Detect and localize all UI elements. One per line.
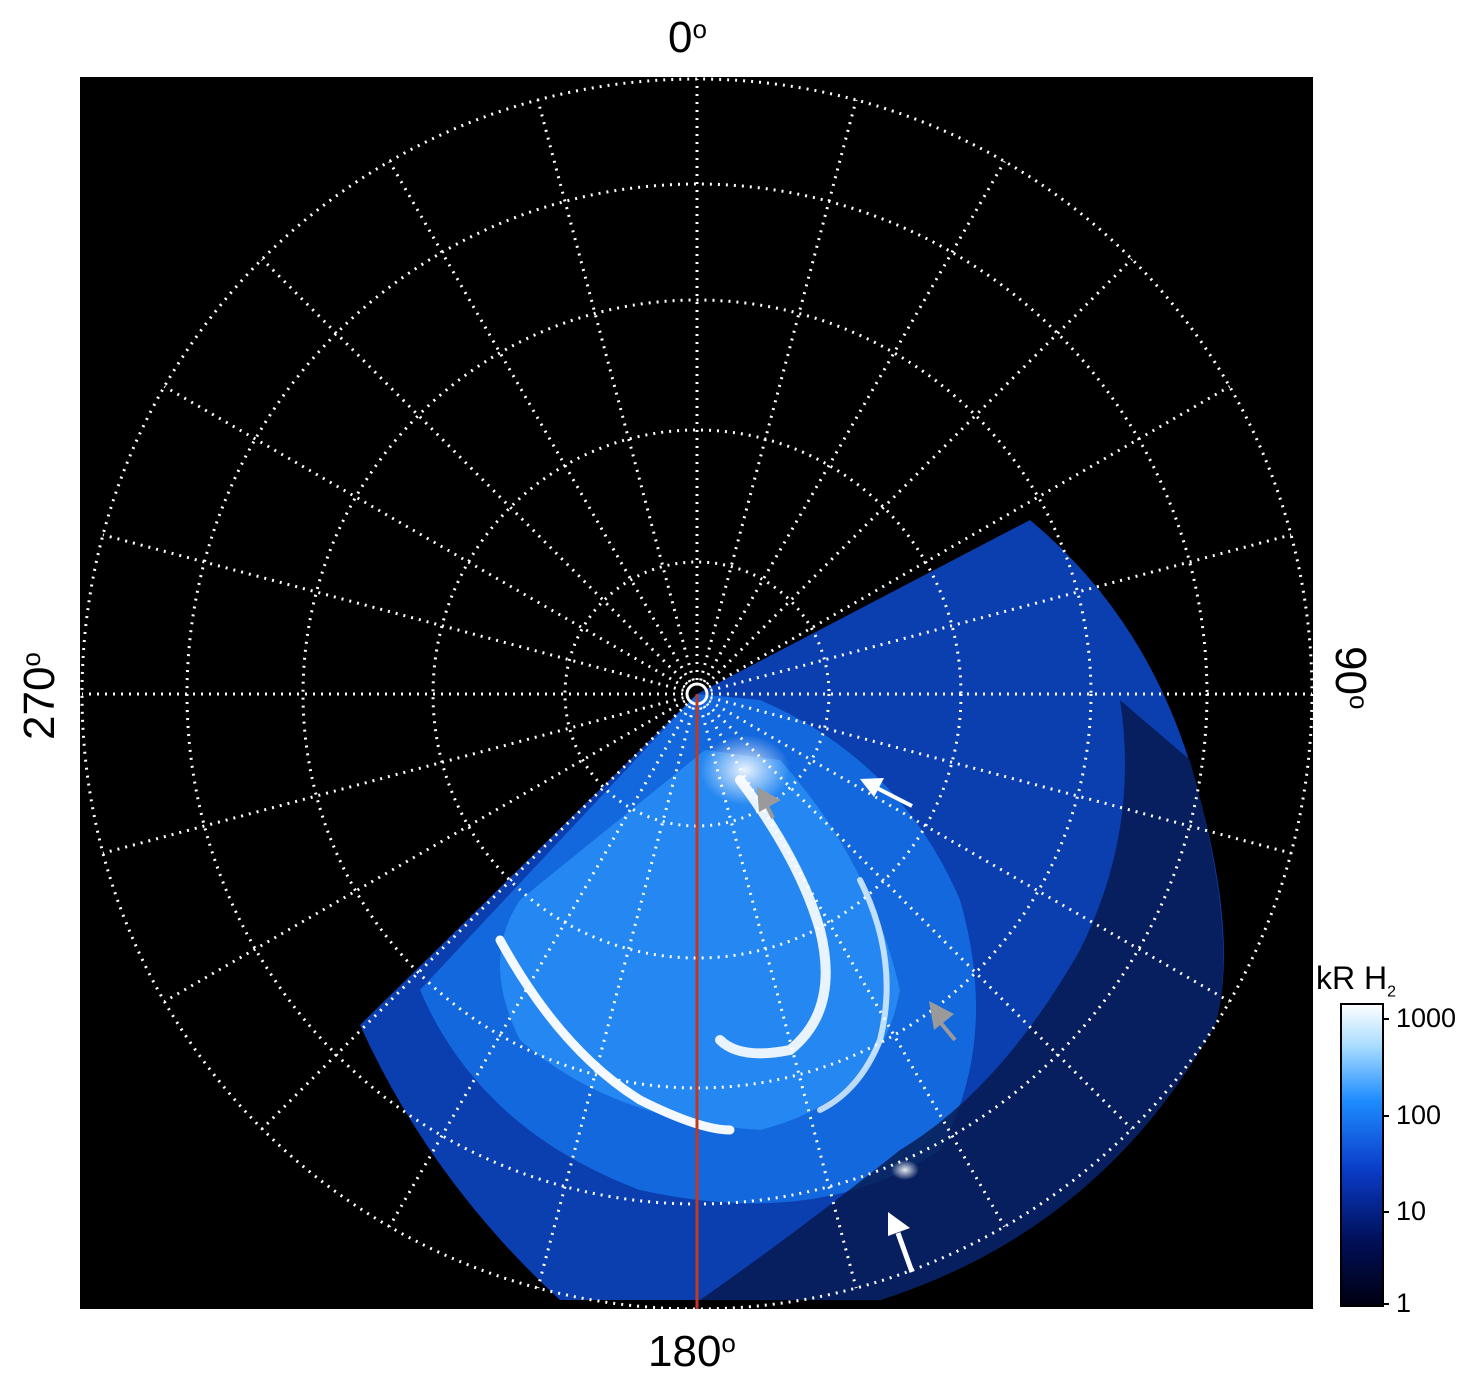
arrow-white-upper bbox=[860, 778, 913, 808]
longitude-label-270: 270o bbox=[15, 652, 64, 740]
colorbar-tick-label: 1 bbox=[1396, 1288, 1412, 1318]
colorbar-title: kR H2 bbox=[1316, 960, 1397, 1001]
longitude-label-180: 180o bbox=[648, 1327, 736, 1376]
arrow-gray-lower bbox=[929, 1001, 957, 1042]
arrow-gray-upper bbox=[757, 787, 781, 819]
main-auroral-oval bbox=[495, 935, 735, 1135]
auroral-arc-outer bbox=[817, 877, 890, 1113]
dayside-bright-patch bbox=[700, 735, 790, 805]
colorbar-tick-label: 10 bbox=[1396, 1196, 1427, 1226]
longitude-label-0: 0o bbox=[668, 13, 707, 62]
colorbar-ticks bbox=[1383, 1018, 1389, 1305]
arrow-white-lower bbox=[888, 1212, 915, 1273]
colorbar bbox=[1340, 1003, 1384, 1307]
footprint-spot bbox=[891, 1160, 919, 1180]
longitude-label-90: 90o bbox=[1326, 646, 1375, 710]
colorbar-tick-label: 100 bbox=[1396, 1100, 1442, 1130]
colorbar-tick-label: 1000 bbox=[1396, 1003, 1457, 1033]
auroral-arc-inner bbox=[715, 775, 831, 1059]
noise-region bbox=[700, 700, 1224, 1300]
